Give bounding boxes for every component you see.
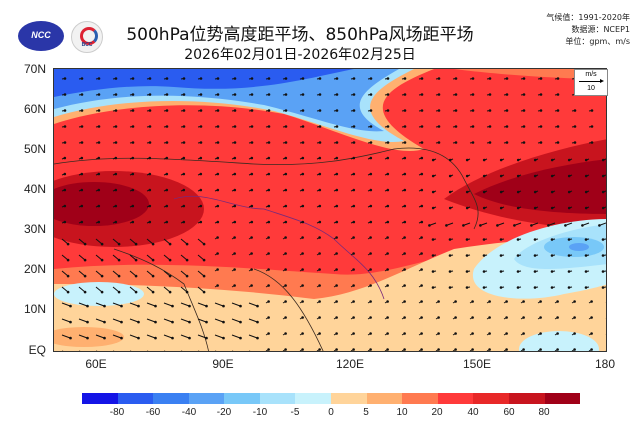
- colorbar-label: -40: [181, 407, 197, 418]
- colorbar-label: 60: [503, 407, 515, 418]
- data-source-note: 数据源：NCEP1: [571, 25, 630, 34]
- colorbar-label: -10: [252, 407, 268, 418]
- colorbar-label: -60: [145, 407, 161, 418]
- lon-label: 150E: [462, 357, 492, 371]
- lat-label: 50N: [23, 142, 46, 156]
- anomaly-map: [53, 68, 607, 352]
- colorbar-swatch: [82, 393, 118, 404]
- colorbar-label: 5: [363, 407, 369, 418]
- colorbar-swatch: [402, 393, 438, 404]
- lat-label: 70N: [23, 62, 46, 76]
- lon-label: 90E: [212, 357, 234, 371]
- colorbar-swatch: [295, 393, 332, 404]
- lon-label: 180: [594, 357, 616, 371]
- colorbar-swatch: [224, 393, 260, 404]
- colorbar-swatch: [117, 393, 154, 404]
- colorbar-swatch: [473, 393, 509, 404]
- bcc-swirl-icon: [80, 27, 98, 45]
- colorbar-label: 0: [328, 407, 334, 418]
- height-anomaly-field: [54, 69, 606, 351]
- colorbar-swatch: [331, 393, 367, 404]
- lat-label: EQ: [28, 343, 46, 357]
- units-note: 单位：gpm、m/s: [565, 37, 630, 46]
- colorbar-swatch: [259, 393, 296, 404]
- lon-label: 120E: [335, 357, 365, 371]
- colorbar-swatch: [544, 393, 581, 404]
- lat-label: 20N: [23, 262, 46, 276]
- colorbar-swatch: [153, 393, 189, 404]
- reference-arrow-icon: [579, 79, 604, 83]
- date-range: 2026年02月01日-2026年02月25日: [184, 47, 416, 63]
- colorbar-swatch: [437, 393, 474, 404]
- ncc-logo: NCC: [18, 21, 64, 51]
- colorbar-label: 10: [396, 407, 408, 418]
- colorbar-swatch: [508, 393, 545, 404]
- colorbar-label: 20: [431, 407, 443, 418]
- lon-label: 60E: [85, 357, 107, 371]
- colorbar-label: -80: [109, 407, 125, 418]
- reference-vector-legend: m/s 10: [574, 69, 608, 96]
- colorbar: [82, 393, 581, 404]
- lat-label: 40N: [23, 182, 46, 196]
- colorbar-swatch: [366, 393, 403, 404]
- map-title: 500hPa位势高度距平场、850hPa风场距平场: [126, 25, 474, 45]
- lat-label: 10N: [23, 302, 46, 316]
- colorbar-label: -20: [216, 407, 232, 418]
- colorbar-swatch: [188, 393, 225, 404]
- lat-label: 30N: [23, 222, 46, 236]
- colorbar-label: -5: [290, 407, 300, 418]
- colorbar-label: 40: [467, 407, 479, 418]
- lat-label: 60N: [23, 102, 46, 116]
- climatology-note: 气候值：1991-2020年: [546, 13, 630, 22]
- colorbar-label: 80: [538, 407, 550, 418]
- bcc-logo: BCC: [71, 21, 103, 53]
